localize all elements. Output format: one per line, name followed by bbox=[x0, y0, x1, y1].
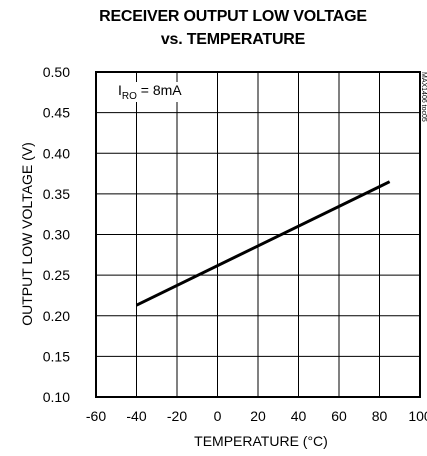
x-tick-label: -40 bbox=[126, 408, 146, 424]
y-tick-label: 0.30 bbox=[43, 227, 70, 243]
x-tick-label: 40 bbox=[291, 408, 307, 424]
annotation-prefix: I bbox=[118, 82, 122, 98]
x-tick-label: -20 bbox=[167, 408, 187, 424]
condition-annotation: IRO = 8mA bbox=[115, 82, 185, 102]
x-tick-label: 100 bbox=[408, 408, 427, 424]
x-tick-label: 0 bbox=[214, 408, 222, 424]
x-tick-labels: -60 -40 -20 0 20 40 60 80 100 bbox=[86, 408, 427, 424]
y-tick-label: 0.25 bbox=[43, 267, 70, 283]
x-tick-label: 80 bbox=[372, 408, 388, 424]
y-tick-label: 0.50 bbox=[43, 64, 70, 80]
annotation-suffix: = 8mA bbox=[136, 82, 182, 98]
chart-title-line-2: vs. TEMPERATURE bbox=[160, 31, 306, 48]
figure-id: MAX1406 toc05 bbox=[420, 72, 427, 122]
grid bbox=[96, 72, 420, 397]
series bbox=[135, 180, 391, 307]
annotation-subscript: RO bbox=[121, 90, 137, 102]
y-tick-labels: 0.10 0.15 0.20 0.25 0.30 0.35 0.40 0.45 0.50 bbox=[43, 64, 70, 405]
y-tick-label: 0.35 bbox=[43, 186, 70, 202]
plot-frame bbox=[95, 71, 421, 398]
chart-title-line-1: RECEIVER OUTPUT LOW VOLTAGE bbox=[99, 8, 367, 25]
y-tick-label: 0.20 bbox=[43, 308, 70, 324]
y-tick-label: 0.10 bbox=[43, 389, 70, 405]
y-tick-label: 0.40 bbox=[43, 145, 70, 161]
y-tick-label: 0.45 bbox=[43, 105, 70, 121]
x-tick-label: -60 bbox=[86, 408, 106, 424]
x-tick-label: 20 bbox=[250, 408, 266, 424]
y-tick-label: 0.15 bbox=[43, 348, 70, 364]
y-axis-label: OUTPUT LOW VOLTAGE (V) bbox=[19, 142, 35, 326]
x-tick-label: 60 bbox=[331, 408, 347, 424]
series-line bbox=[135, 180, 391, 307]
x-axis-label: TEMPERATURE (°C) bbox=[194, 433, 328, 449]
